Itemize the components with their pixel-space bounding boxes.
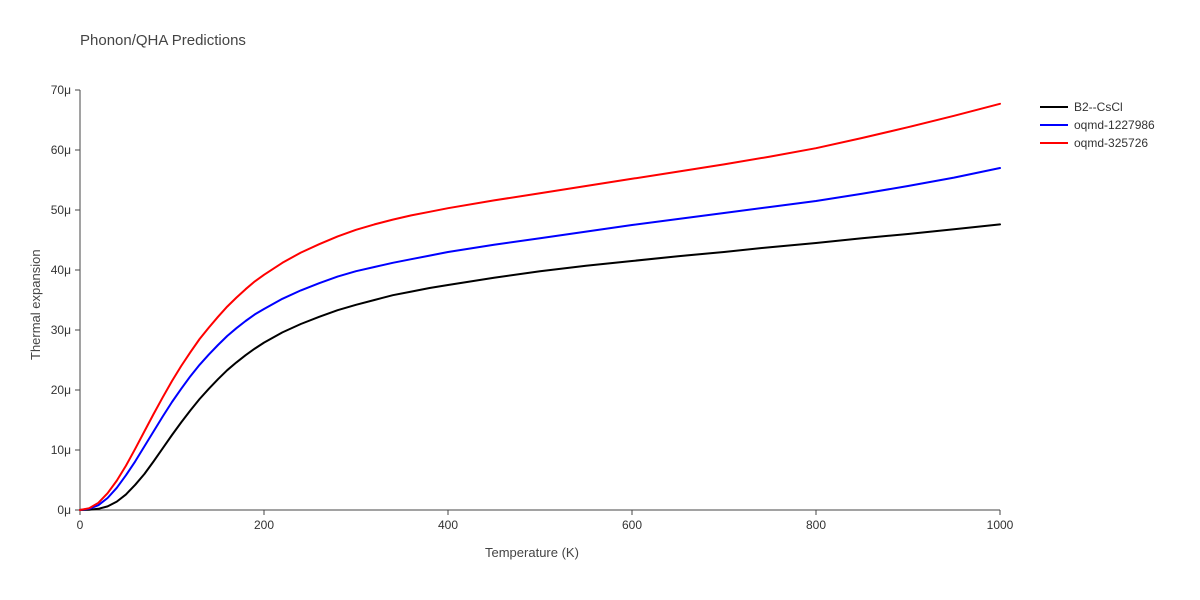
legend-label: oqmd-1227986 (1074, 118, 1155, 132)
x-tick-label: 1000 (987, 518, 1014, 532)
y-axis-label: Thermal expansion (28, 249, 43, 360)
legend-item[interactable]: oqmd-1227986 (1040, 116, 1155, 134)
legend: B2--CsCl oqmd-1227986 oqmd-325726 (1040, 98, 1155, 152)
x-tick-label: 400 (438, 518, 458, 532)
y-tick-label: 70μ (51, 83, 71, 97)
x-tick-label: 600 (622, 518, 642, 532)
plot-svg: 0 200 400 600 800 1000 0μ 10μ 20μ 30μ 40μ 50μ 60μ 70μ (0, 0, 1200, 600)
legend-swatch (1040, 124, 1068, 126)
x-axis-label: Temperature (K) (485, 545, 579, 560)
y-tick-label: 10μ (51, 443, 71, 457)
x-tick-label: 0 (77, 518, 84, 532)
series-line (80, 104, 1000, 510)
y-tick-label: 40μ (51, 263, 71, 277)
x-tick-label: 800 (806, 518, 826, 532)
legend-swatch (1040, 142, 1068, 144)
y-tick-label: 0μ (57, 503, 71, 517)
series-line (80, 168, 1000, 510)
x-tick-label: 200 (254, 518, 274, 532)
y-tick-label: 60μ (51, 143, 71, 157)
legend-item[interactable]: oqmd-325726 (1040, 134, 1155, 152)
y-tick-label: 20μ (51, 383, 71, 397)
y-tick-label: 50μ (51, 203, 71, 217)
legend-label: B2--CsCl (1074, 100, 1123, 114)
legend-swatch (1040, 106, 1068, 108)
y-tick-label: 30μ (51, 323, 71, 337)
chart-title: Phonon/QHA Predictions (80, 32, 246, 49)
chart-container: { "chart": { "type": "line", "title": "P… (0, 0, 1200, 600)
legend-item[interactable]: B2--CsCl (1040, 98, 1155, 116)
series-line (80, 224, 1000, 510)
legend-label: oqmd-325726 (1074, 136, 1148, 150)
